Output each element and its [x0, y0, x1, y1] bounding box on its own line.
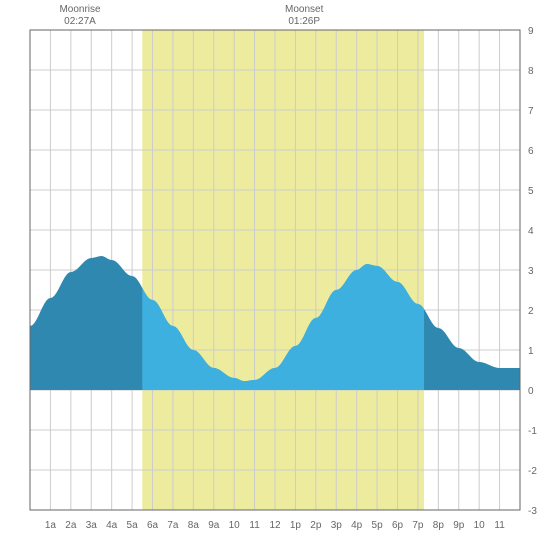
x-tick-label: 6a — [147, 520, 159, 531]
x-tick-label: 4p — [351, 520, 363, 531]
x-tick-label: 3a — [86, 520, 98, 531]
y-tick-label: -2 — [528, 466, 537, 477]
x-tick-label: 9a — [208, 520, 220, 531]
x-tick-label: 1p — [290, 520, 302, 531]
x-tick-label: 2p — [310, 520, 322, 531]
y-tick-label: 2 — [528, 306, 534, 317]
chart-svg: -3-2-101234567891a2a3a4a5a6a7a8a9a101112… — [0, 0, 550, 550]
x-tick-label: 5a — [127, 520, 139, 531]
y-tick-label: -1 — [528, 426, 537, 437]
x-tick-label: 9p — [453, 520, 465, 531]
x-tick-label: 7p — [412, 520, 424, 531]
x-tick-label: 10 — [474, 520, 486, 531]
y-tick-label: 8 — [528, 66, 534, 77]
y-tick-label: 7 — [528, 106, 534, 117]
x-tick-label: 10 — [229, 520, 241, 531]
moon-event-label: Moonrise — [59, 4, 101, 15]
tide-chart: -3-2-101234567891a2a3a4a5a6a7a8a9a101112… — [0, 0, 550, 550]
x-tick-label: 12 — [269, 520, 281, 531]
x-tick-label: 4a — [106, 520, 118, 531]
x-tick-label: 11 — [249, 520, 260, 531]
x-tick-label: 8p — [433, 520, 445, 531]
y-tick-label: 4 — [528, 226, 534, 237]
x-tick-label: 2a — [65, 520, 77, 531]
x-tick-label: 6p — [392, 520, 404, 531]
y-tick-label: 0 — [528, 386, 534, 397]
moon-event-label: Moonset — [285, 4, 324, 15]
y-tick-label: 6 — [528, 146, 534, 157]
y-tick-label: 3 — [528, 266, 534, 277]
y-tick-label: 1 — [528, 346, 534, 357]
x-tick-label: 8a — [188, 520, 200, 531]
x-tick-label: 7a — [167, 520, 179, 531]
moon-event-time: 02:27A — [64, 16, 96, 27]
y-tick-label: -3 — [528, 506, 537, 517]
x-tick-label: 11 — [494, 520, 505, 531]
x-tick-label: 1a — [45, 520, 57, 531]
y-tick-label: 5 — [528, 186, 534, 197]
moon-event-time: 01:26P — [288, 16, 320, 27]
x-tick-label: 5p — [372, 520, 384, 531]
y-tick-label: 9 — [528, 26, 534, 37]
x-tick-label: 3p — [331, 520, 343, 531]
